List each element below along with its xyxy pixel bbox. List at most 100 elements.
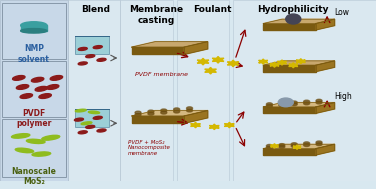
Circle shape	[316, 99, 322, 102]
Ellipse shape	[12, 76, 25, 80]
Circle shape	[316, 101, 322, 104]
Circle shape	[304, 144, 309, 146]
Text: Membrane
casting: Membrane casting	[129, 5, 183, 25]
Ellipse shape	[86, 55, 95, 58]
Ellipse shape	[50, 76, 63, 80]
Polygon shape	[270, 62, 279, 67]
Polygon shape	[263, 65, 316, 72]
Circle shape	[186, 107, 193, 110]
Polygon shape	[209, 124, 219, 130]
Ellipse shape	[86, 125, 95, 128]
Polygon shape	[132, 116, 184, 123]
Text: PVDF + MoS₂
Nanocomposite
membrane: PVDF + MoS₂ Nanocomposite membrane	[128, 139, 171, 156]
Ellipse shape	[31, 77, 44, 82]
Polygon shape	[132, 42, 208, 47]
Ellipse shape	[42, 135, 60, 140]
Polygon shape	[205, 67, 217, 74]
Ellipse shape	[278, 98, 293, 107]
Polygon shape	[227, 60, 239, 67]
Polygon shape	[271, 144, 278, 148]
Ellipse shape	[75, 109, 86, 112]
Polygon shape	[263, 19, 335, 24]
Circle shape	[174, 110, 180, 113]
Ellipse shape	[16, 85, 29, 89]
Polygon shape	[132, 47, 184, 54]
Ellipse shape	[12, 134, 30, 138]
FancyBboxPatch shape	[21, 25, 47, 31]
Ellipse shape	[21, 29, 47, 33]
Circle shape	[316, 141, 322, 144]
Ellipse shape	[39, 94, 52, 98]
Ellipse shape	[78, 47, 87, 50]
Ellipse shape	[15, 148, 33, 153]
Ellipse shape	[20, 94, 33, 98]
Polygon shape	[263, 24, 316, 30]
Circle shape	[135, 111, 141, 114]
Ellipse shape	[88, 111, 100, 114]
Ellipse shape	[74, 118, 83, 121]
Polygon shape	[191, 122, 200, 128]
Ellipse shape	[21, 22, 47, 29]
Circle shape	[161, 111, 167, 114]
Circle shape	[135, 113, 141, 116]
Polygon shape	[259, 59, 268, 64]
FancyBboxPatch shape	[177, 0, 229, 181]
Polygon shape	[263, 103, 335, 107]
Ellipse shape	[26, 139, 45, 143]
Text: Blend: Blend	[81, 5, 111, 14]
Text: Low: Low	[335, 8, 350, 17]
Polygon shape	[316, 61, 335, 72]
Ellipse shape	[93, 46, 102, 49]
Text: High: High	[335, 92, 352, 101]
Polygon shape	[293, 145, 301, 149]
Ellipse shape	[97, 129, 106, 132]
Circle shape	[266, 144, 272, 147]
Polygon shape	[224, 122, 234, 128]
Ellipse shape	[81, 122, 92, 125]
Circle shape	[161, 109, 167, 112]
Polygon shape	[316, 19, 335, 30]
Text: NMP
solvent: NMP solvent	[18, 44, 50, 64]
Ellipse shape	[46, 85, 59, 89]
Polygon shape	[263, 107, 316, 113]
Polygon shape	[75, 36, 109, 54]
Circle shape	[266, 103, 272, 106]
Ellipse shape	[32, 152, 51, 156]
Polygon shape	[263, 149, 316, 155]
Circle shape	[316, 143, 322, 146]
Polygon shape	[197, 58, 209, 65]
FancyBboxPatch shape	[120, 0, 173, 181]
Circle shape	[304, 100, 309, 103]
Circle shape	[291, 144, 297, 147]
Polygon shape	[263, 61, 335, 65]
Circle shape	[291, 101, 297, 104]
Circle shape	[279, 145, 285, 148]
Ellipse shape	[93, 116, 102, 119]
Polygon shape	[263, 144, 335, 149]
Ellipse shape	[78, 131, 87, 134]
Text: PVDF
polymer: PVDF polymer	[16, 109, 52, 128]
Text: Hydrophilicity: Hydrophilicity	[258, 5, 329, 14]
FancyBboxPatch shape	[0, 0, 68, 181]
Polygon shape	[289, 63, 298, 68]
Text: PVDF membrane: PVDF membrane	[135, 73, 188, 77]
FancyBboxPatch shape	[233, 0, 376, 181]
Ellipse shape	[35, 86, 48, 91]
FancyBboxPatch shape	[68, 0, 120, 181]
Circle shape	[291, 103, 297, 106]
Polygon shape	[212, 57, 224, 63]
Circle shape	[186, 109, 193, 112]
Circle shape	[266, 105, 272, 107]
Polygon shape	[316, 103, 335, 113]
Circle shape	[266, 146, 272, 149]
Circle shape	[291, 143, 297, 146]
Circle shape	[174, 108, 180, 111]
Polygon shape	[296, 59, 305, 64]
Polygon shape	[316, 144, 335, 155]
Circle shape	[279, 144, 285, 146]
Circle shape	[304, 142, 309, 145]
Circle shape	[304, 102, 309, 105]
Circle shape	[148, 110, 154, 113]
Polygon shape	[132, 111, 208, 116]
Circle shape	[279, 104, 285, 107]
